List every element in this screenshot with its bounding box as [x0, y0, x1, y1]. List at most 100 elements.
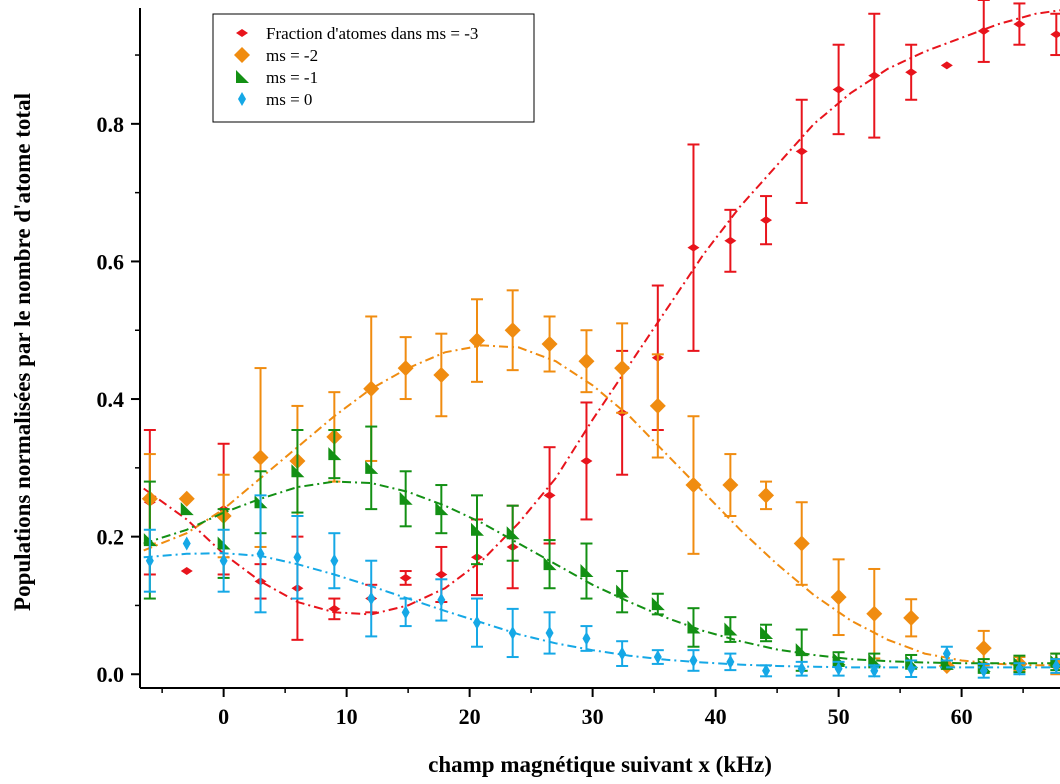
data-point	[726, 654, 735, 669]
y-tick-label: 0.2	[97, 525, 125, 550]
data-point	[795, 147, 808, 156]
legend-marker	[238, 92, 246, 106]
data-point	[977, 26, 990, 35]
data-point	[219, 553, 228, 568]
legend-marker	[234, 47, 250, 63]
data-point	[870, 663, 879, 678]
y-tick-label: 0.6	[97, 249, 125, 274]
data-point	[1052, 658, 1060, 673]
data-point	[582, 631, 591, 646]
data-point	[651, 597, 665, 611]
y-tick-label: 0.8	[97, 112, 125, 137]
data-point	[687, 243, 700, 252]
plot-area: 0.0 0.2 0.4 0.6 0.8 0 10 20 30 40 50 60	[97, 0, 1060, 729]
data-point	[762, 663, 771, 678]
data-point	[180, 502, 194, 516]
data-point	[616, 584, 630, 598]
x-tick-label: 20	[459, 704, 481, 729]
data-point	[830, 589, 847, 606]
data-point	[543, 557, 557, 571]
data-point	[868, 653, 882, 667]
data-point	[291, 464, 305, 478]
data-point	[760, 216, 773, 225]
series-3	[143, 494, 1060, 679]
legend-marker	[236, 29, 248, 37]
data-point	[182, 536, 191, 551]
legend: Fraction d'atomes dans ms = -3 ms = -2 ms …	[212, 13, 535, 123]
data-point	[797, 661, 806, 676]
data-point	[940, 61, 953, 70]
data-point	[367, 591, 376, 606]
data-point	[399, 491, 413, 505]
legend-label: ms = -1	[266, 68, 318, 87]
data-point	[328, 604, 341, 613]
fit-curve	[143, 9, 1060, 616]
data-point	[868, 71, 881, 80]
legend-label: ms = -2	[266, 46, 318, 65]
x-tick-label: 0	[218, 704, 229, 729]
data-point	[508, 625, 517, 640]
x-tick-label: 40	[705, 704, 727, 729]
data-point	[473, 615, 482, 630]
data-point	[1013, 20, 1026, 29]
series-2	[143, 425, 1060, 674]
data-point	[832, 85, 845, 94]
series-1	[141, 289, 1060, 676]
data-point	[328, 447, 342, 461]
data-point	[795, 643, 809, 657]
data-point	[541, 336, 558, 352]
data-point	[1015, 661, 1024, 676]
x-axis-title: champ magnétique suivant x (kHz)	[428, 752, 772, 777]
data-point	[724, 236, 737, 245]
x-tick-label: 10	[336, 704, 358, 729]
data-point	[724, 622, 738, 636]
data-point	[580, 564, 594, 578]
data-point	[793, 535, 810, 552]
data-point	[722, 477, 739, 494]
data-point	[145, 553, 154, 568]
data-point	[365, 460, 379, 474]
data-point	[903, 609, 920, 626]
data-point	[979, 663, 988, 678]
data-point	[545, 625, 554, 640]
data-point	[580, 456, 593, 465]
data-point	[256, 546, 265, 561]
data-point	[942, 646, 951, 661]
data-point	[363, 380, 380, 397]
data-point	[252, 449, 269, 466]
data-point	[758, 487, 775, 504]
y-axis-title: Populations normalisées par le nombre d'…	[10, 93, 35, 611]
data-point	[469, 332, 486, 349]
data-point	[866, 605, 883, 622]
x-tick-label: 60	[951, 704, 973, 729]
data-point	[180, 567, 193, 576]
fit-curve	[143, 344, 1060, 667]
y-tick-label: 0.0	[97, 662, 125, 687]
data-point	[330, 553, 339, 568]
data-point	[437, 592, 446, 607]
legend-label: ms = 0	[266, 90, 312, 109]
data-point	[1050, 30, 1060, 39]
data-point	[907, 661, 916, 676]
data-point	[435, 570, 448, 579]
data-point	[618, 646, 627, 661]
legend-box	[212, 13, 535, 123]
data-point	[687, 620, 701, 634]
data-point	[178, 490, 195, 507]
data-point	[506, 526, 520, 540]
data-point	[760, 625, 774, 639]
data-point	[433, 366, 450, 383]
fit-curve	[143, 552, 1060, 669]
data-point	[689, 653, 698, 668]
data-point	[905, 68, 918, 77]
data-point	[614, 360, 631, 377]
legend-marker	[236, 70, 249, 83]
data-point	[401, 605, 410, 620]
data-point	[471, 522, 485, 536]
data-point	[685, 477, 702, 494]
data-point	[435, 502, 449, 516]
x-tick-label: 30	[582, 704, 604, 729]
data-point	[397, 360, 414, 377]
data-point	[975, 640, 992, 657]
